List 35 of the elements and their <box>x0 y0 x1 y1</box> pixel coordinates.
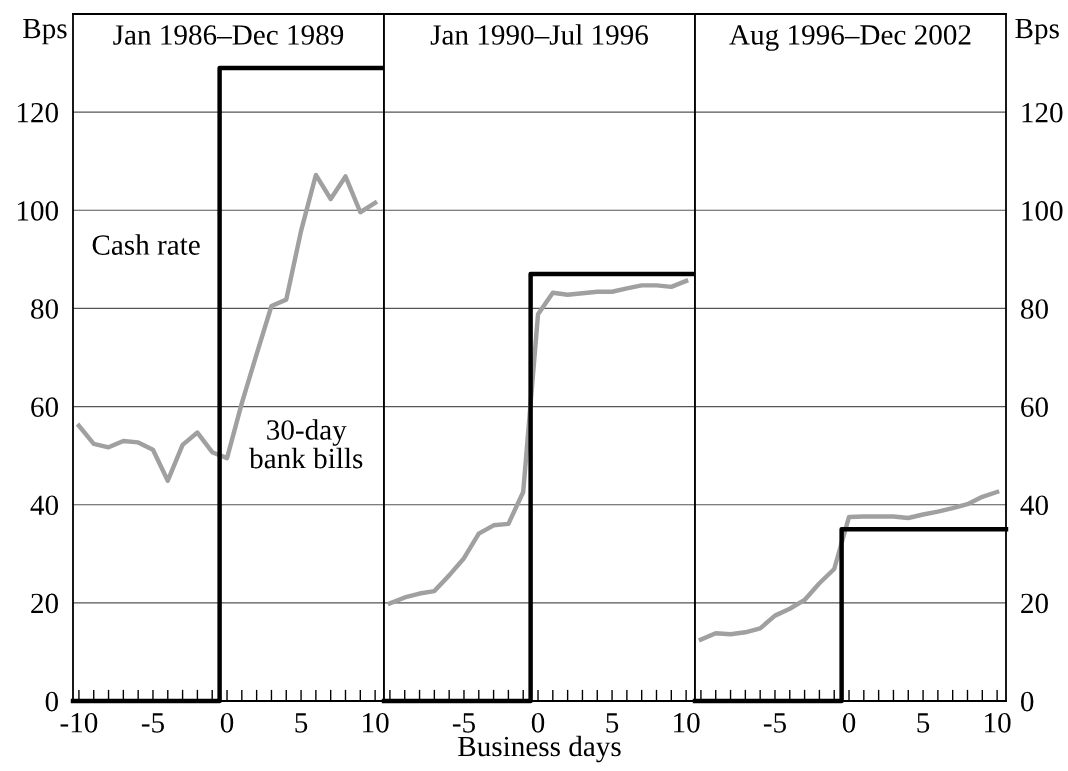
x-tick-label: 0 <box>220 712 234 733</box>
x-tick-label: 10 <box>363 712 389 733</box>
y-tick-label: 20 <box>31 593 58 614</box>
x-axis-title: Business days <box>458 735 621 763</box>
y2-tick-label: 40 <box>1020 495 1048 516</box>
y2-tick-label: 0 <box>1021 691 1034 712</box>
x-tick-label: 0 <box>531 712 545 733</box>
x-tick-label: -5 <box>763 713 786 733</box>
y2-tick-label: 60 <box>1021 397 1048 417</box>
x-tick-label: -10 <box>60 712 98 733</box>
y2-tick-label: 20 <box>1021 593 1048 614</box>
x-tick-label: 5 <box>917 713 930 733</box>
x-tick-label: -5 <box>452 713 475 733</box>
chart-title: Jan 1986–Dec 1989 <box>113 25 344 45</box>
x-tick-label: 5 <box>606 713 619 733</box>
y2-axis-title: Bps <box>1015 18 1059 45</box>
y-tick-label: 60 <box>31 397 58 417</box>
y-tick-label: 100 <box>17 201 58 221</box>
y2-tick-label: 80 <box>1021 299 1048 319</box>
annotation: 30-day bank bills <box>249 419 363 469</box>
y-axis-title: Bps <box>23 18 67 45</box>
y-tick-label: 80 <box>31 299 58 319</box>
y-tick-label: 0 <box>45 691 58 712</box>
y2-tick-label: 100 <box>1022 201 1063 221</box>
y-tick-label: 40 <box>30 495 58 516</box>
chart-title: Jan 1990–Jul 1996 <box>430 24 648 45</box>
y2-tick-label: 120 <box>1022 102 1063 123</box>
annotation: Cash rate <box>92 234 200 255</box>
x-tick-label: 10 <box>985 712 1011 733</box>
x-tick-label: -5 <box>141 713 164 733</box>
x-tick-label: 5 <box>295 713 308 733</box>
chart-title: Aug 1996–Dec 2002 <box>729 25 971 51</box>
x-tick-label: 10 <box>674 712 700 733</box>
y-tick-label: 120 <box>17 102 58 123</box>
x-tick-label: 0 <box>842 712 856 733</box>
